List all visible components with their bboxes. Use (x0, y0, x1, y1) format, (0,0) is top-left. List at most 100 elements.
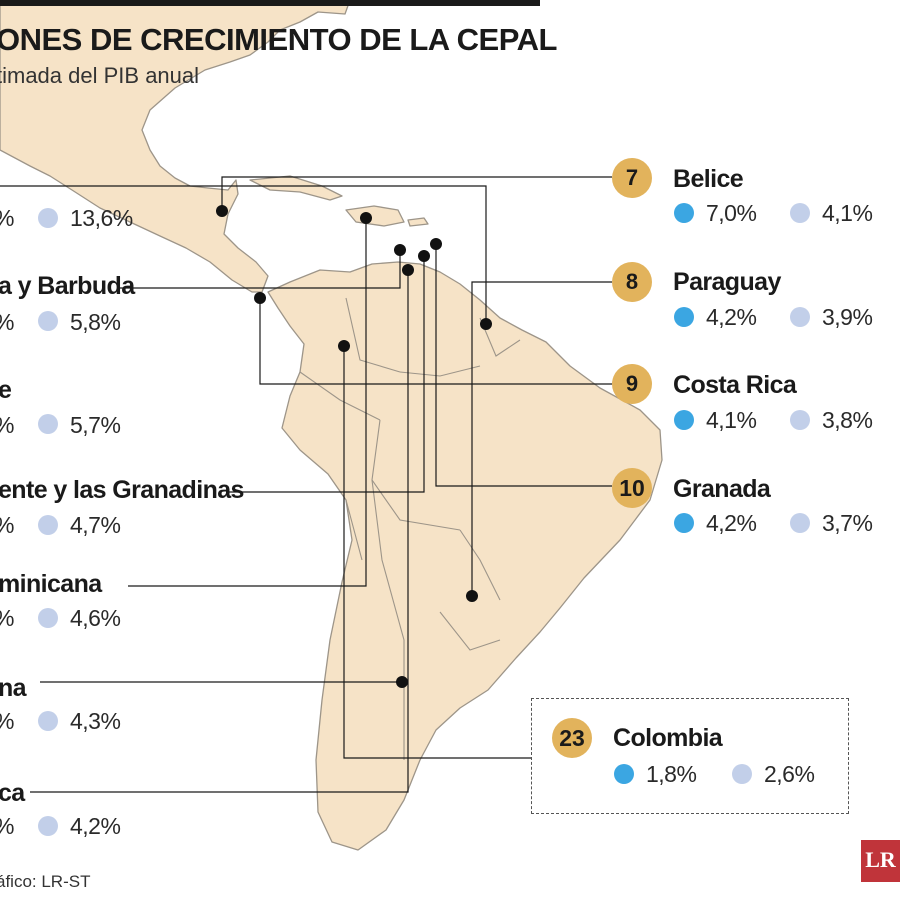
borders-layer (299, 297, 521, 760)
left-entry-value-2026: 5,7% (70, 412, 121, 438)
border-line-3 (479, 317, 521, 357)
page-title: ONES DE CRECIMIENTO DE LA CEPAL (0, 22, 557, 57)
lavender-circle-icon (790, 410, 810, 430)
rank-badge: 23 (552, 718, 592, 758)
lavender-circle-icon (790, 307, 810, 327)
rank-badge: 7 (612, 158, 652, 198)
border-line-4 (299, 371, 381, 421)
connector-barbuda (118, 250, 401, 289)
lavender-circle-icon (38, 711, 58, 731)
lavender-circle-icon (790, 203, 810, 223)
connector-paraguay (471, 281, 612, 596)
marker-belice (216, 205, 228, 217)
left-entry-name: ca (0, 779, 25, 807)
left-entry-value-2026: 4,6% (70, 605, 121, 631)
left-entry-name: minicana (0, 570, 102, 598)
left-entry-value-2026: 4,3% (70, 708, 121, 734)
marker-ca (402, 264, 414, 276)
left-entry-value-2025: % (0, 708, 14, 735)
marker-dominicana (360, 212, 372, 224)
rank-badge: 10 (612, 468, 652, 508)
connector-colombia (343, 346, 531, 759)
border-line-9 (439, 611, 501, 651)
value-2026: 2,6% (764, 761, 815, 787)
left-entry-value-2025: % (0, 605, 14, 632)
lavender-circle-icon (790, 513, 810, 533)
hispaniola-land (345, 205, 405, 227)
value-2026: 3,9% (822, 304, 873, 330)
blue-circle-icon (674, 513, 694, 533)
country-name-paraguay: Paraguay (673, 268, 781, 296)
value-2025: 4,2% (706, 510, 757, 536)
connector-belice (221, 176, 612, 211)
country-name-granada: Granada (673, 475, 771, 503)
location-markers (216, 205, 492, 688)
left-entry-name: e (0, 376, 12, 404)
lavender-circle-icon (38, 208, 58, 228)
border-line-1 (345, 297, 401, 373)
lavender-circle-icon (732, 764, 752, 784)
marker-granadinas (418, 250, 430, 262)
blue-circle-icon (674, 410, 694, 430)
lr-logo-icon: LR (861, 840, 900, 882)
left-entry-value-2025: % (0, 512, 14, 539)
left-entry-value-2025: % (0, 813, 14, 840)
top-rule (0, 0, 540, 6)
left-entry-value-2026: 4,7% (70, 512, 121, 538)
value-2025: 1,8% (646, 761, 697, 787)
border-line-8 (345, 499, 363, 561)
marker-na (396, 676, 408, 688)
border-line-5 (371, 419, 461, 531)
country-name-colombia: Colombia (613, 724, 723, 752)
marker-top-left (480, 318, 492, 330)
value-2025: 4,2% (706, 304, 757, 330)
puerto-rico-land (407, 217, 429, 227)
lavender-circle-icon (38, 515, 58, 535)
marker-colombia (338, 340, 350, 352)
marker-paraguay (466, 590, 478, 602)
left-entry-name: ente y las Granadinas (0, 476, 244, 504)
lavender-circle-icon (38, 414, 58, 434)
cuba-land (249, 175, 343, 201)
rank-badge: 9 (612, 364, 652, 404)
rank-badge: 8 (612, 262, 652, 302)
blue-circle-icon (614, 764, 634, 784)
value-2025: 4,1% (706, 407, 757, 433)
left-entry-name: a y Barbuda (0, 272, 135, 300)
country-name-costa-rica: Costa Rica (673, 371, 797, 399)
north-america-land (0, 0, 351, 293)
left-entry-value-2025: % (0, 309, 14, 336)
border-line-7 (371, 479, 405, 760)
value-2026: 3,7% (822, 510, 873, 536)
page-subtitle: timada del PIB anual (0, 63, 200, 88)
lavender-circle-icon (38, 816, 58, 836)
left-entry-value-2026: 4,2% (70, 813, 121, 839)
connector-top-left (0, 185, 487, 324)
connector-granada (435, 244, 612, 487)
blue-circle-icon (674, 307, 694, 327)
border-line-6 (459, 529, 501, 601)
value-2025: 7,0% (706, 200, 757, 226)
value-2026: 3,8% (822, 407, 873, 433)
lavender-circle-icon (38, 311, 58, 331)
source-credit: áfico: LR-ST (0, 872, 91, 891)
connector-lines (0, 176, 612, 793)
border-line-2 (399, 365, 481, 377)
marker-granada (430, 238, 442, 250)
lavender-circle-icon (38, 608, 58, 628)
country-name-belice: Belice (673, 165, 744, 193)
connector-costa-rica (259, 298, 612, 385)
left-entry-value-2025: % (0, 412, 14, 439)
marker-barbuda (394, 244, 406, 256)
blue-circle-icon (674, 203, 694, 223)
left-entry-value-2026: 13,6% (70, 205, 133, 231)
marker-costa-rica (254, 292, 266, 304)
left-entry-name: na (0, 674, 27, 702)
left-entry-value-2025: % (0, 205, 14, 232)
connector-dominicana (128, 218, 367, 587)
left-entry-value-2026: 5,8% (70, 309, 121, 335)
value-2026: 4,1% (822, 200, 873, 226)
connector-granadinas (226, 256, 425, 493)
